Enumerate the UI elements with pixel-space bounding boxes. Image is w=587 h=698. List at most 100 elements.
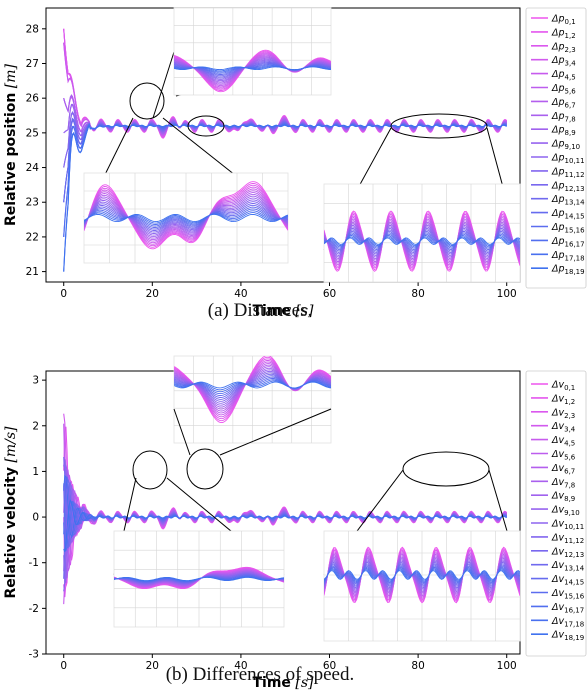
zoom-series-line bbox=[84, 213, 288, 223]
legend-label: Δv5,6 bbox=[551, 449, 576, 462]
legend-symbol: Δp bbox=[551, 41, 565, 52]
legend-symbol: Δp bbox=[551, 14, 565, 25]
legend-label: Δp14,15 bbox=[551, 208, 585, 221]
x-axis-label-main: Time bbox=[253, 675, 291, 691]
series-group bbox=[63, 413, 508, 605]
legend-label: Δv11,12 bbox=[551, 532, 584, 545]
legend-label: Δv10,11 bbox=[551, 519, 584, 532]
y-axis-label-main: Relative velocity bbox=[3, 467, 19, 598]
zoom-series-group bbox=[324, 546, 520, 604]
legend-symbol: Δv bbox=[551, 435, 564, 446]
legend-symbol: Δp bbox=[551, 208, 565, 219]
legend-symbol: Δp bbox=[551, 194, 565, 205]
zoom-series-line bbox=[84, 203, 288, 231]
y-axis-label-unit: [m/s] bbox=[3, 426, 19, 467]
panel-velocity: 0 20 40 60 80 100 -3 -2 -1 0 1 2 3 Time [s] Relative v… bbox=[3, 355, 587, 691]
legend-label: Δp12,13 bbox=[551, 180, 585, 193]
legend-index: 11,12 bbox=[564, 537, 584, 545]
legend-symbol: Δv bbox=[551, 546, 564, 557]
x-tick-label: 0 bbox=[60, 288, 67, 300]
zoom-series-line bbox=[324, 564, 520, 586]
legend-symbol: Δp bbox=[551, 236, 565, 247]
zoom-series-line bbox=[84, 204, 288, 230]
x-tick-label: 20 bbox=[146, 660, 159, 672]
legend-symbol: Δp bbox=[551, 166, 565, 177]
legend-symbol: Δp bbox=[551, 250, 565, 261]
legend-index: 1,2 bbox=[564, 398, 575, 406]
legend-symbol: Δv bbox=[551, 560, 564, 571]
legend-label: Δp15,16 bbox=[551, 222, 585, 235]
zoom-series-group bbox=[174, 356, 331, 424]
legend-label: Δv3,4 bbox=[551, 421, 576, 434]
y-tick-label: -3 bbox=[29, 649, 39, 661]
legend-label: Δp13,14 bbox=[551, 194, 585, 207]
series-line-18-19 bbox=[63, 123, 507, 272]
legend-label: Δp0,1 bbox=[551, 14, 576, 27]
zoom-series-line bbox=[324, 236, 520, 247]
zoom-marker-ellipse bbox=[390, 113, 488, 139]
legend-index: 0,1 bbox=[564, 384, 575, 392]
legend-index: 14,15 bbox=[565, 213, 585, 221]
x-tick-label: 100 bbox=[497, 660, 517, 672]
y-tick-label: 0 bbox=[32, 512, 39, 524]
y-tick-label: -2 bbox=[29, 603, 39, 615]
legend-index: 7,8 bbox=[564, 481, 575, 489]
x-axis-label-unit: [s] bbox=[291, 303, 314, 319]
zoom-series-line bbox=[324, 548, 520, 602]
zoom-series-line bbox=[324, 565, 520, 585]
y-tick-label: 22 bbox=[26, 231, 39, 243]
zoom-series-line bbox=[84, 210, 288, 225]
legend-index: 6,7 bbox=[564, 467, 575, 475]
legend-index: 0,1 bbox=[565, 18, 576, 26]
legend-index: 9,10 bbox=[564, 509, 580, 517]
legend-symbol: Δp bbox=[551, 125, 565, 136]
x-tick-label: 60 bbox=[323, 660, 336, 672]
zoom-series-line bbox=[324, 237, 520, 245]
legend-index: 12,13 bbox=[565, 185, 585, 193]
legend-index: 17,18 bbox=[564, 620, 584, 628]
legend-label: Δv1,2 bbox=[551, 393, 575, 406]
zoom-series-line bbox=[324, 563, 520, 587]
zoom-series-line bbox=[84, 184, 288, 247]
legend-label: Δp1,2 bbox=[551, 27, 576, 40]
zoom-series-group bbox=[174, 49, 331, 93]
zoom-series-group bbox=[324, 210, 520, 272]
x-tick-label: 80 bbox=[411, 288, 424, 300]
zoom-series-line bbox=[84, 197, 288, 236]
legend-label: Δp16,17 bbox=[551, 236, 585, 249]
zoom-series-line bbox=[324, 555, 520, 595]
legend-index: 14,15 bbox=[564, 579, 584, 587]
y-tick-label: 25 bbox=[26, 127, 39, 139]
legend-symbol: Δp bbox=[551, 153, 565, 164]
y-axis-label: Relative position [m] bbox=[3, 63, 19, 226]
zoom-series-line bbox=[324, 550, 520, 600]
legend-label: Δv13,14 bbox=[551, 560, 585, 573]
legend-index: 4,5 bbox=[565, 74, 576, 82]
legend-symbol: Δv bbox=[551, 602, 564, 613]
legend-index: 16,17 bbox=[564, 606, 584, 614]
zoom-marker-ellipse bbox=[129, 82, 165, 120]
legend-symbol: Δp bbox=[551, 83, 565, 94]
zoom-marker-ellipse bbox=[402, 451, 490, 487]
legend-label: Δp5,6 bbox=[551, 83, 576, 96]
legend-index: 16,17 bbox=[565, 240, 585, 248]
zoom-series-line bbox=[84, 181, 288, 250]
legend-symbol: Δp bbox=[551, 55, 565, 66]
y-tick-label: 27 bbox=[26, 58, 39, 70]
legend-label: Δv8,9 bbox=[551, 491, 575, 504]
legend-symbol: Δv bbox=[551, 574, 564, 585]
legend-index: 18,19 bbox=[565, 268, 585, 276]
legend-index: 8,9 bbox=[565, 129, 576, 137]
legend-label: Δp3,4 bbox=[551, 55, 576, 67]
legend-symbol: Δp bbox=[551, 222, 565, 233]
x-tick-label: 100 bbox=[497, 288, 517, 300]
y-tick-label: 28 bbox=[26, 23, 39, 35]
legend-label: Δp10,11 bbox=[551, 153, 585, 166]
legend-index: 17,18 bbox=[565, 254, 585, 262]
legend-index: 5,6 bbox=[565, 88, 577, 96]
x-tick-label: 40 bbox=[234, 288, 247, 300]
legend-index: 1,2 bbox=[565, 32, 576, 40]
x-axis-label: Time [s] bbox=[253, 303, 315, 319]
legend-label: Δp8,9 bbox=[551, 125, 576, 138]
legend-symbol: Δp bbox=[551, 97, 565, 108]
